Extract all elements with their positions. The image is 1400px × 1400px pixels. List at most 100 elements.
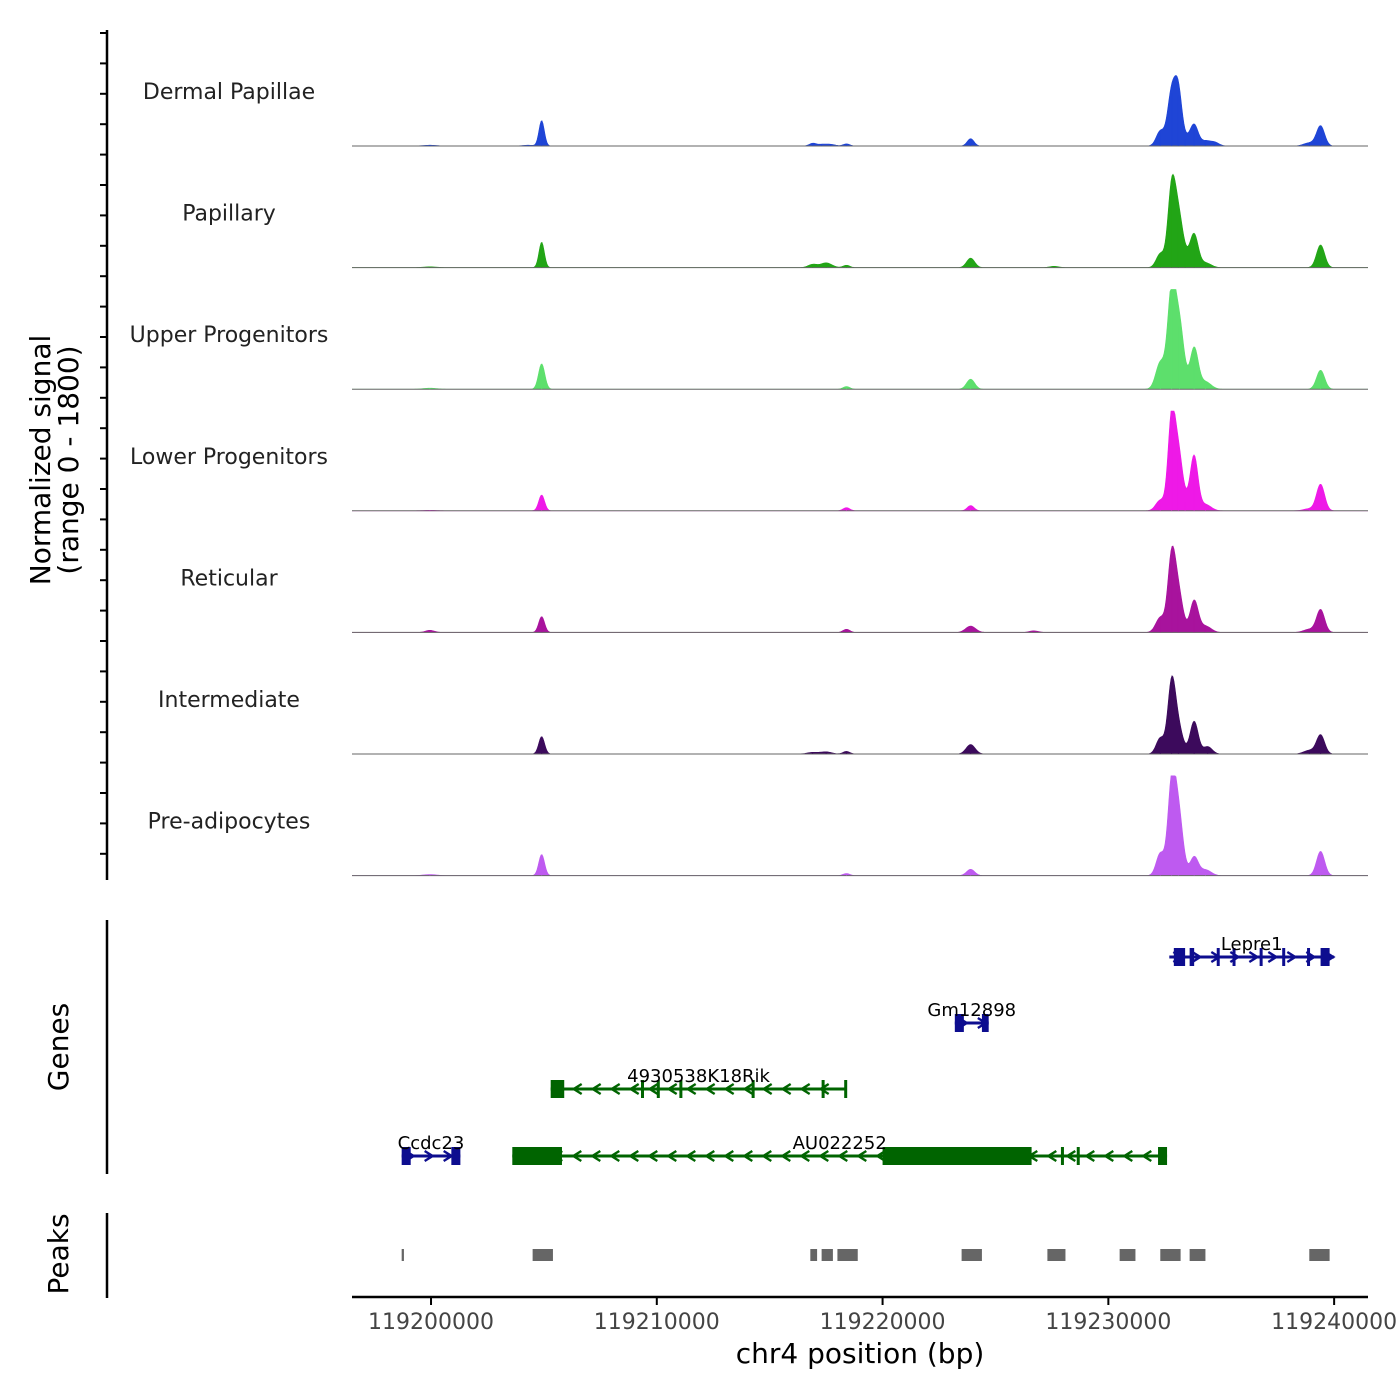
x-tick-label: 119220000 — [820, 1310, 946, 1335]
strand-arrow — [1065, 1149, 1076, 1163]
strand-arrow — [647, 1149, 658, 1163]
strand-arrow — [723, 1082, 735, 1096]
track-intermediate: Intermediate — [158, 675, 1368, 755]
gene-exon — [844, 1080, 848, 1098]
strand-arrow — [818, 1149, 829, 1163]
strand-arrow — [1286, 950, 1298, 964]
y-axis-title-line-1: Normalized signal — [24, 335, 57, 586]
strand-arrow — [1046, 1149, 1057, 1163]
peak-region — [532, 1249, 553, 1261]
x-axis: 119200000 119210000 119220000 119230000 1192… — [352, 1295, 1397, 1370]
strand-arrow — [742, 1149, 753, 1163]
coverage-area — [352, 289, 1368, 390]
gene-exon — [1158, 1147, 1168, 1165]
gene-exon — [1320, 948, 1330, 966]
track-label: Upper Progenitors — [130, 323, 329, 348]
x-tick-label: 119240000 — [1271, 1310, 1397, 1335]
strand-arrow — [1103, 1149, 1114, 1163]
strand-arrow — [571, 1082, 583, 1096]
gene-exon — [401, 1147, 411, 1165]
track-pre-adipocytes: Pre-adipocytes — [148, 775, 1368, 877]
strand-arrow — [761, 1149, 772, 1163]
strand-arrow — [666, 1149, 677, 1163]
track-label: Dermal Papillae — [143, 80, 315, 105]
strand-arrow — [1122, 1149, 1133, 1163]
gene-exon — [656, 1080, 660, 1098]
strand-arrow — [590, 1149, 601, 1163]
gene-name-label: 4930538K18Rik — [627, 1066, 770, 1087]
strand-arrow — [742, 1082, 754, 1096]
strand-arrow — [1141, 1149, 1152, 1163]
strand-arrow — [609, 1082, 621, 1096]
strand-arrow — [647, 1082, 659, 1096]
genes-panel-label: Genes — [42, 1003, 75, 1091]
strand-arrow — [628, 1082, 640, 1096]
strand-arrow — [780, 1149, 791, 1163]
peak-region — [1119, 1249, 1136, 1261]
strand-arrow — [685, 1082, 697, 1096]
peaks-panel-label: Peaks — [42, 1213, 75, 1294]
strand-arrow — [1248, 950, 1260, 964]
track-reticular: Reticular — [180, 545, 1368, 633]
gene-exon — [550, 1080, 565, 1098]
track-label: Pre-adipocytes — [148, 810, 311, 835]
gene-au022252: AU022252 — [512, 1133, 1168, 1165]
strand-arrow — [424, 1149, 435, 1163]
peak-region — [1189, 1249, 1206, 1261]
genes-panel: Genes Lepre1 Gm12898 4930538K18Rik Ccdc23 AU0… — [42, 920, 1336, 1174]
strand-arrow — [780, 1082, 792, 1096]
strand-arrow — [590, 1082, 602, 1096]
gene-exon — [1189, 948, 1195, 966]
coverage-area — [352, 545, 1368, 633]
gene-exon — [1307, 948, 1311, 966]
strand-arrow — [704, 1149, 715, 1163]
gene-exon — [1232, 948, 1236, 966]
coverage-tracks: Dermal Papillae Papillary Upper Progenitor… — [130, 75, 1368, 877]
peak-region — [1309, 1249, 1330, 1261]
track-label: Reticular — [180, 566, 278, 591]
gene-exon — [1282, 948, 1286, 966]
strand-arrow — [856, 1149, 867, 1163]
y-axis-title-line-2: (range 0 - 1800) — [52, 345, 85, 574]
peak-region — [961, 1249, 982, 1261]
strand-arrow — [799, 1082, 811, 1096]
peaks-panel: Peaks — [42, 1213, 1330, 1298]
gene-ccdc23: Ccdc23 — [398, 1133, 464, 1165]
coverage-axis — [100, 30, 109, 880]
strand-arrow — [666, 1082, 678, 1096]
x-tick-label: 119210000 — [594, 1310, 720, 1335]
peak-region — [1160, 1249, 1181, 1261]
gene-exon — [981, 1014, 989, 1032]
gene-exon — [640, 1080, 644, 1098]
gene-4930538k18rik: 4930538K18Rik — [550, 1066, 848, 1098]
strand-arrow — [837, 1149, 848, 1163]
coverage-area — [352, 675, 1368, 755]
track-label: Intermediate — [158, 688, 300, 713]
gene-exon — [954, 1014, 964, 1032]
peak-region — [1047, 1249, 1066, 1261]
x-tick-label: 119230000 — [1045, 1310, 1171, 1335]
strand-arrow — [818, 1082, 830, 1096]
gene-exon — [1216, 948, 1220, 966]
gene-exon — [821, 1080, 825, 1098]
gene-exon — [1259, 948, 1263, 966]
gene-exon — [1060, 1147, 1064, 1165]
strand-arrow — [1267, 950, 1279, 964]
strand-arrow — [1191, 950, 1203, 964]
gene-exon — [1173, 948, 1186, 966]
strand-arrow — [628, 1149, 639, 1163]
gene-exon — [1076, 1147, 1080, 1165]
x-axis-title: chr4 position (bp) — [736, 1337, 985, 1370]
gene-name-label: AU022252 — [793, 1133, 887, 1154]
coverage-area — [352, 75, 1368, 147]
track-dermal-papillae: Dermal Papillae — [143, 75, 1368, 147]
coverage-area — [352, 410, 1368, 512]
strand-arrow — [609, 1149, 620, 1163]
track-papillary: Papillary — [182, 173, 1368, 269]
gene-exon — [451, 1147, 461, 1165]
strand-arrow — [571, 1149, 582, 1163]
gene-name-label: Gm12898 — [927, 1000, 1016, 1021]
gene-exon — [679, 1080, 683, 1098]
